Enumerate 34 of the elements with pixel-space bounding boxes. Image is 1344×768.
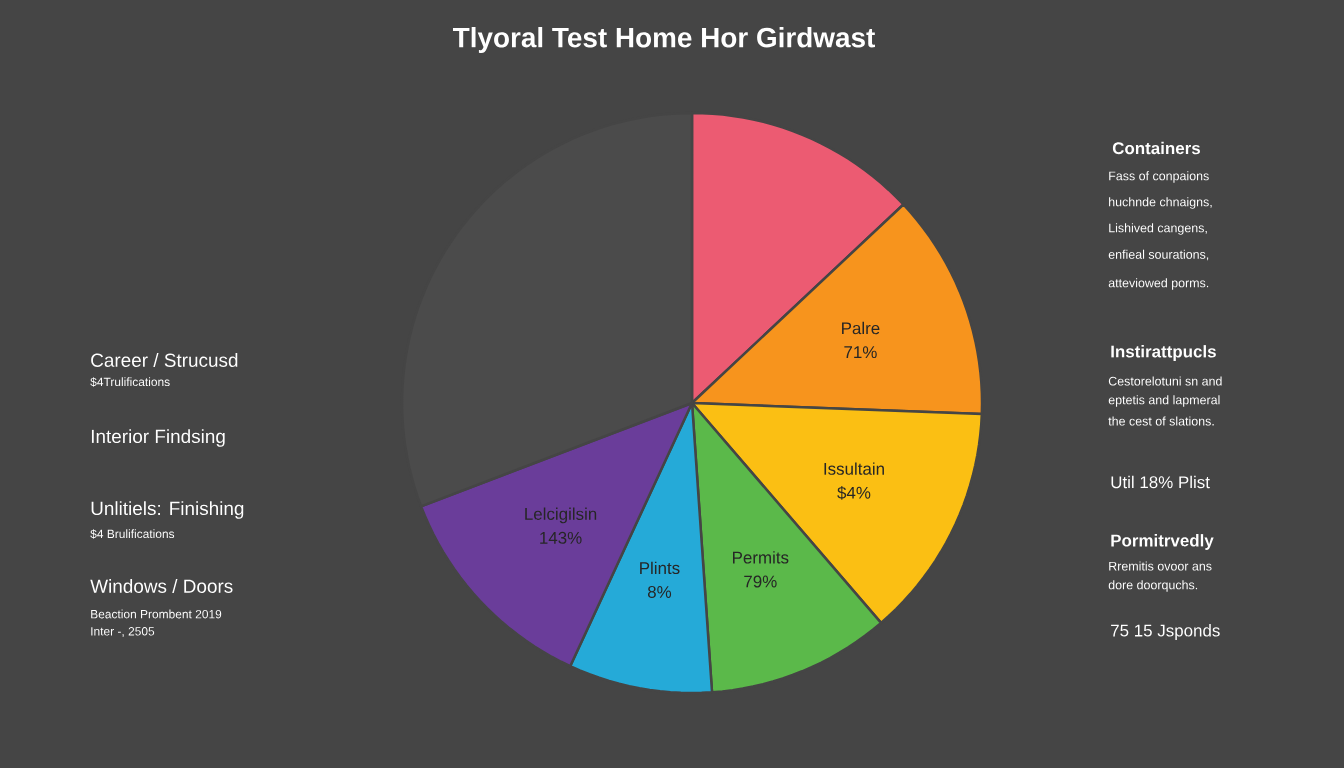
chart-title: Tlyoral Test Home Hor Girdwast: [452, 27, 875, 53]
slice-label: Permits: [733, 551, 789, 564]
text: 79%: [744, 575, 777, 588]
text: Pormitrvedly: [1111, 534, 1214, 550]
text: huchnde chnaigns,: [1109, 197, 1212, 209]
text: $4 Brulifications: [90, 529, 175, 539]
text: dore doorquchs.: [1108, 580, 1198, 592]
text: Beaction Prombent 2019: [91, 609, 222, 619]
text: 75 15 Jsponds: [1111, 624, 1220, 640]
text: 71%: [844, 346, 877, 359]
text: Lishived cangens,: [1109, 223, 1207, 235]
slice-label: Palre: [842, 321, 880, 335]
text: Unlitiels: Finishing: [91, 501, 244, 519]
text: Fass of conpaions: [1109, 171, 1209, 183]
text: $4Trulifications: [90, 377, 170, 387]
text: Util 18% Plist: [1111, 475, 1210, 489]
slice-label: Plints: [640, 561, 680, 575]
text: eptetis and lapmeral: [1108, 395, 1220, 407]
text: Containers: [1112, 141, 1200, 155]
text: Interior Findsing: [91, 429, 225, 447]
slice-label: Issultain: [824, 462, 884, 475]
text: $4%: [837, 486, 871, 500]
text: 8%: [647, 585, 672, 598]
text: atteviowed porms.: [1108, 278, 1209, 290]
text: 143%: [540, 531, 582, 544]
text: Cestorelotuni sn and: [1108, 376, 1222, 386]
text: enfieal sourations,: [1108, 249, 1209, 261]
text: the cest of slations.: [1108, 416, 1214, 426]
text: Career / Strucusd: [91, 353, 238, 367]
text: Rremitis ovoor ans: [1109, 561, 1212, 571]
slice-label: Lelcigilsin: [525, 507, 597, 524]
text: Inter -, 2505: [91, 627, 155, 637]
text: Windows / Doors: [90, 579, 233, 593]
text: Instirattpucls: [1111, 345, 1216, 361]
